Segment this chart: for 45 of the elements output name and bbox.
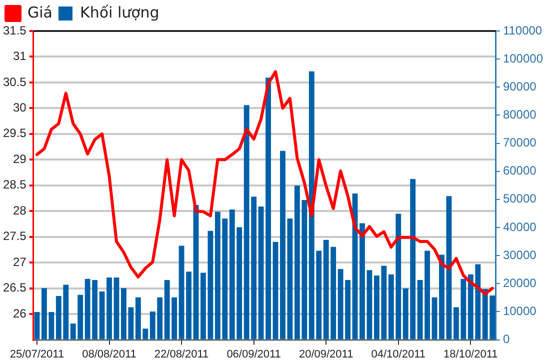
- y2-tick-label: 90000: [502, 79, 537, 94]
- y2-tick-label: 50000: [502, 192, 537, 206]
- y-tick-label: 26: [12, 306, 27, 320]
- bar: [439, 254, 444, 340]
- y-tick-label: 29.5: [2, 126, 27, 140]
- y2-tick-label: 110000: [502, 23, 542, 38]
- x-tick-label: 18/10/2011: [444, 348, 498, 360]
- y2-tick-label: 10000: [502, 304, 537, 318]
- y-tick-label: 27: [12, 254, 27, 269]
- bar: [360, 223, 365, 340]
- bar: [446, 196, 452, 340]
- bar: [34, 312, 40, 340]
- y2-tick-label: 60000: [502, 164, 537, 178]
- bar: [272, 242, 278, 340]
- legend-label: Khối lượng: [80, 3, 160, 22]
- y2-tick-label: 70000: [502, 136, 537, 150]
- y2-tick-label: 20000: [502, 276, 537, 290]
- x-tick-label: 06/09/2011: [226, 348, 281, 360]
- y-tick-label: 28: [12, 203, 27, 218]
- x-tick-label: 25/07/2011: [10, 348, 64, 360]
- x-tick-label: 04/10/2011: [371, 348, 426, 360]
- x-tick-label: 20/09/2011: [298, 348, 354, 360]
- y-tick-label: 28.5: [2, 178, 27, 192]
- legend-label: Giá: [28, 3, 52, 22]
- y-tick-label: 31.5: [2, 23, 27, 38]
- bar: [99, 292, 105, 340]
- y-tick-label: 29: [12, 152, 27, 166]
- x-tick-label: 08/08/2011: [82, 348, 136, 360]
- bar: [178, 246, 184, 340]
- y2-tick-label: 0: [502, 332, 510, 346]
- y2-tick-label: 80000: [502, 108, 537, 122]
- y-tick-label: 26.5: [2, 280, 27, 295]
- bar: [432, 297, 438, 340]
- y-tick-label: 27.5: [2, 229, 27, 244]
- y2-tick-label: 100000: [502, 51, 544, 66]
- bar: [114, 277, 120, 340]
- x-tick-label: 22/08/2011: [154, 348, 209, 360]
- y2-tick-label: 30000: [502, 248, 537, 262]
- y2-tick-label: 40000: [502, 220, 537, 234]
- bar: [106, 277, 112, 340]
- bar: [186, 272, 192, 340]
- bar: [366, 270, 372, 340]
- y-tick-label: 30: [12, 100, 27, 115]
- y-tick-label: 31: [12, 49, 27, 64]
- y-tick-label: 30.5: [2, 74, 27, 89]
